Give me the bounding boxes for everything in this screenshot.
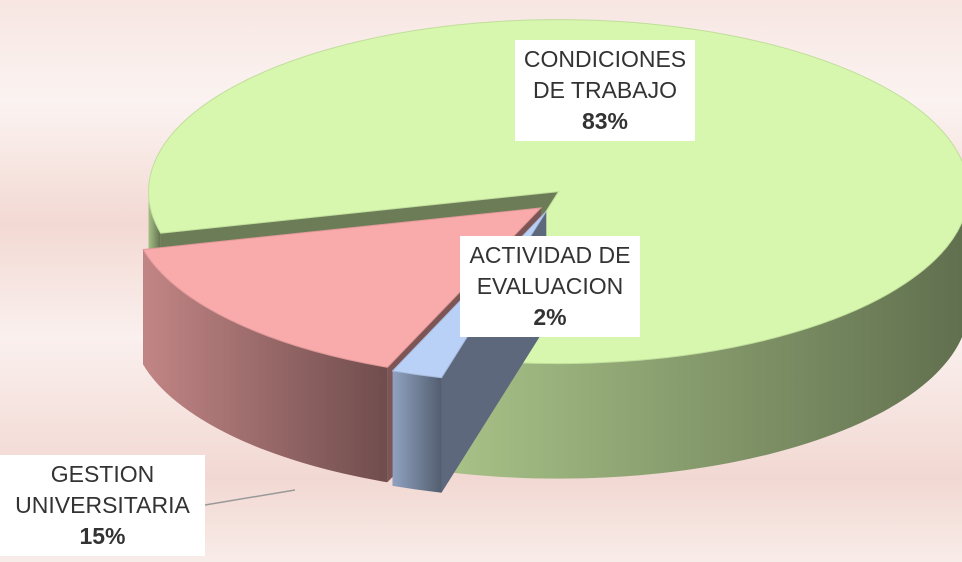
value-label: 15%: [79, 523, 126, 549]
slice: [142, 207, 543, 368]
category-label: ACTIVIDAD DE EVALUACION: [469, 242, 631, 299]
slice-side: [143, 249, 388, 483]
value-label: 83%: [581, 108, 629, 134]
data-label: CONDICIONES DE TRABAJO 83%: [515, 40, 695, 141]
leader-line: [204, 489, 296, 506]
category-label: CONDICIONES DE TRABAJO: [523, 46, 687, 103]
data-label: GESTION UNIVERSITARIA 15%: [0, 455, 205, 556]
category-label: GESTION UNIVERSITARIA: [15, 461, 190, 518]
data-label: ACTIVIDAD DE EVALUACION 2%: [460, 236, 640, 337]
slice-side: [392, 370, 442, 493]
value-label: 2%: [533, 304, 567, 330]
slice-side: [453, 221, 962, 479]
slice: [148, 19, 962, 365]
